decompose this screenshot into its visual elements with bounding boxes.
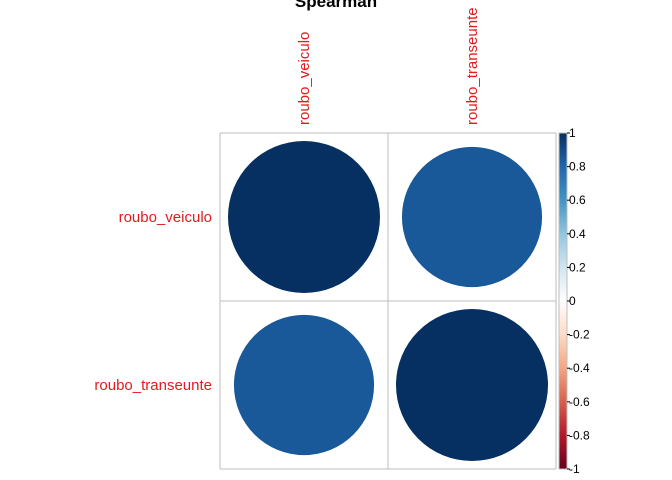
colorbar-tick-label: 1 [569, 126, 576, 140]
colorbar-tick-label: 0.8 [569, 160, 586, 174]
colorbar-tick-label: -1 [569, 462, 580, 476]
colorbar-tick-label: 0 [569, 294, 576, 308]
colorbar-tick-label: 0.4 [569, 227, 586, 241]
column-label-roubo_transeunte: roubo_transeunte [464, 7, 481, 125]
row-label-roubo_veiculo: roubo_veiculo [119, 209, 212, 226]
colorbar-gradient [558, 132, 568, 470]
row-label-roubo_transeunte: roubo_transeunte [94, 377, 212, 394]
correlation-circle-roubo_veiculo-roubo_transeunte [401, 146, 543, 288]
circles [228, 141, 548, 461]
colorbar: -1 -0.8 -0.6 -0.4 -0.2 0 0.2 0.4 0.6 0.8 1 [558, 126, 590, 476]
colorbar-tick-label: -0.2 [569, 328, 590, 342]
colorbar-tick-label: 0.6 [569, 193, 586, 207]
correlation-circle-roubo_veiculo-roubo_veiculo [228, 141, 380, 293]
colorbar-tick-label: -0.6 [569, 395, 590, 409]
colorbar-tick-label: 0.2 [569, 260, 586, 274]
variable-labels: roubo_veiculo roubo_veiculo roubo_transeun… [94, 7, 481, 394]
grid [219, 132, 557, 470]
column-label-roubo_veiculo: roubo_veiculo [296, 32, 313, 125]
colorbar-tick-label: -0.4 [569, 361, 590, 375]
colorbar-tick-label: -0.8 [569, 428, 590, 442]
correlation-circle-roubo_transeunte-roubo_transeunte [396, 309, 548, 461]
chart-title: Spearman [295, 0, 377, 11]
correlation-circle-roubo_transeunte-roubo_veiculo [233, 314, 375, 456]
